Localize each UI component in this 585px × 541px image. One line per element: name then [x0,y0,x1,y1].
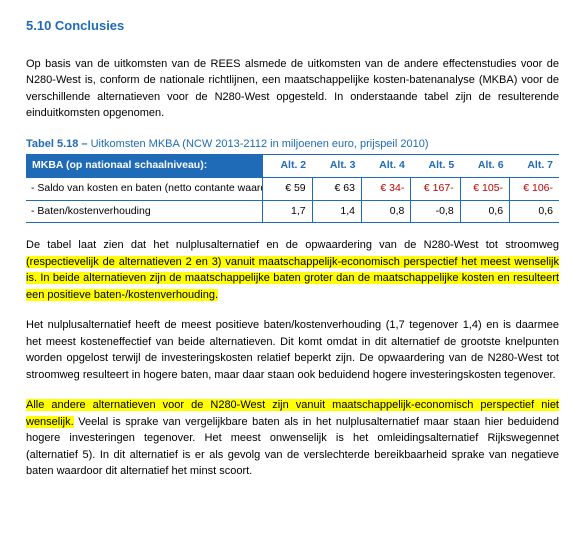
cell: € 106- [510,177,559,200]
p2-highlight: (respectievelijk de alternatieven 2 en 3… [26,256,559,301]
document-page: 5.10 Conclusies Op basis van de uitkomst… [0,0,585,541]
p4-post: Veelal is sprake van vergelijkbare baten… [26,416,559,478]
cell: € 63 [312,177,361,200]
table-body: - Saldo van kosten en baten (netto conta… [26,177,559,223]
section-heading: 5.10 Conclusies [26,16,559,36]
cell: € 105- [460,177,509,200]
table-head: MKBA (op nationaal schaalniveau): Alt. 2… [26,155,559,178]
table-row: - Baten/kostenverhouding 1,7 1,4 0,8 -0,… [26,200,559,223]
cell: 1,7 [263,200,312,223]
intro-paragraph: Op basis van de uitkomsten van de REES a… [26,56,559,122]
col-alt-3: Alt. 3 [312,155,361,178]
caption-text: Uitkomsten MKBA (NCW 2013-2112 in miljoe… [91,138,429,150]
col-alt-2: Alt. 2 [263,155,312,178]
cell: € 167- [411,177,460,200]
cell: € 59 [263,177,312,200]
p2-pre: De tabel laat zien dat het nulplusaltern… [26,239,559,251]
table-caption: Tabel 5.18 – Uitkomsten MKBA (NCW 2013-2… [26,136,559,153]
cell: 0,8 [361,200,410,223]
col-alt-5: Alt. 5 [411,155,460,178]
paragraph-3: Het nulplusalternatief heeft de meest po… [26,317,559,383]
table-header-label: MKBA (op nationaal schaalniveau): [26,155,263,178]
caption-prefix: Tabel 5.18 – [26,138,91,150]
cell: € 34- [361,177,410,200]
col-alt-4: Alt. 4 [361,155,410,178]
col-alt-7: Alt. 7 [510,155,559,178]
paragraph-2: De tabel laat zien dat het nulplusaltern… [26,237,559,303]
paragraph-4: Alle andere alternatieven voor de N280-W… [26,397,559,480]
row-label: - Saldo van kosten en baten (netto conta… [26,177,263,200]
cell: 0,6 [510,200,559,223]
mkba-table: MKBA (op nationaal schaalniveau): Alt. 2… [26,154,559,223]
table-row: - Saldo van kosten en baten (netto conta… [26,177,559,200]
row-label: - Baten/kostenverhouding [26,200,263,223]
cell: -0,8 [411,200,460,223]
cell: 0,6 [460,200,509,223]
cell: 1,4 [312,200,361,223]
col-alt-6: Alt. 6 [460,155,509,178]
